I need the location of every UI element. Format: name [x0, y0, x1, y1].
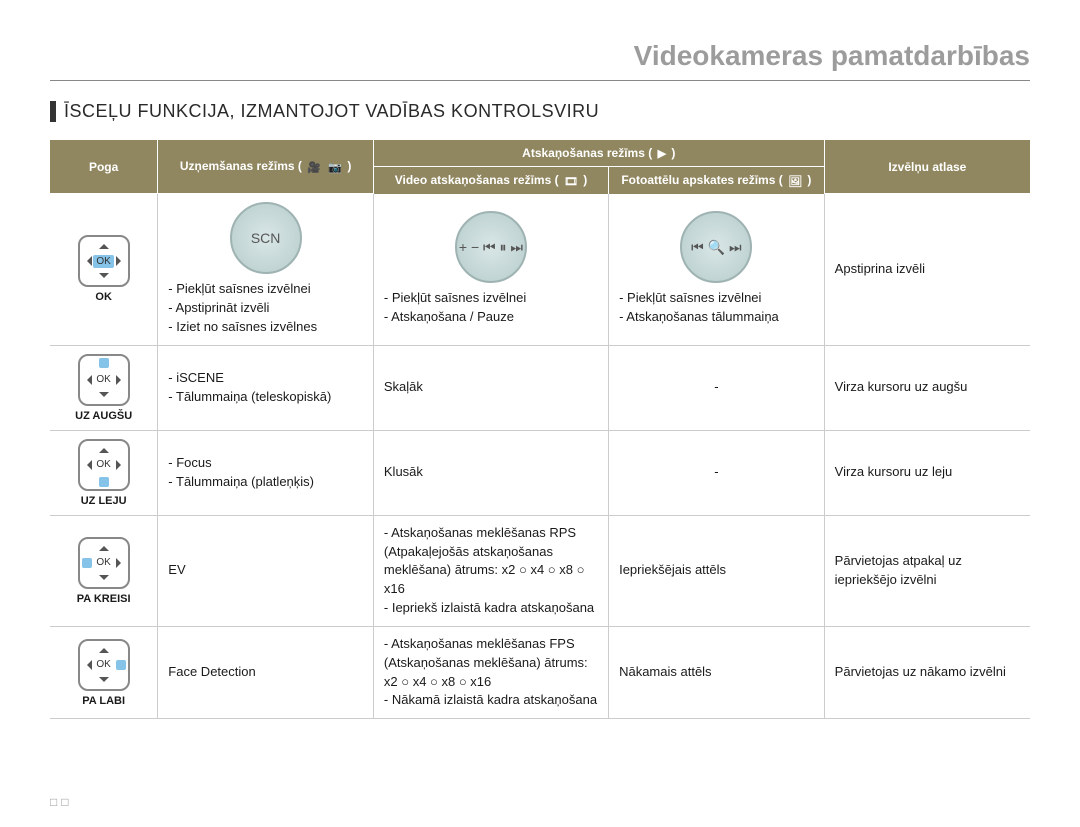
th-play-mode: Atskaņošanas režīms ( ▶ )	[373, 140, 824, 167]
menu-select-cell: Apstiprina izvēli	[824, 194, 1030, 346]
photo-view-cell: -	[609, 430, 825, 515]
shortcut-function-table: Poga Uzņemšanas režīms ( 🎥 📷 ) Atskaņoša…	[50, 140, 1030, 719]
photo-view-cell: -	[609, 345, 825, 430]
dpad-icon: OK	[78, 537, 130, 589]
record-mode-cell: SCN- Piekļūt saīsnes izvēlnei- Apstiprin…	[158, 194, 374, 346]
table-row: OK UZ LEJU - Focus- Tālummaiņa (platleņķis…	[50, 430, 1030, 515]
th-record-mode: Uzņemšanas režīms ( 🎥 📷 )	[158, 140, 374, 194]
table-row: OK UZ AUGŠU - iSCENE- Tālummaiņa (teleskop…	[50, 345, 1030, 430]
th-menu-select: Izvēlņu atlase	[824, 140, 1030, 194]
dpad-icon: OK	[78, 354, 130, 406]
video-play-cell: + − ⏮ ⏸ ⏭- Piekļūt saīsnes izvēlnei- Ats…	[373, 194, 608, 346]
video-film-icon: 🎞	[562, 175, 580, 188]
photo-view-cell: Iepriekšējais attēls	[609, 515, 825, 626]
dpad-icon: OK	[78, 639, 130, 691]
photo-view-cell: ⏮ 🔍 ⏭- Piekļūt saīsnes izvēlnei- Atskaņo…	[609, 194, 825, 346]
menu-select-cell: Pārvietojas uz nākamo izvēlni	[824, 626, 1030, 718]
mode-dial-icon: + − ⏮ ⏸ ⏭	[455, 211, 527, 283]
photo-view-cell: Nākamais attēls	[609, 626, 825, 718]
play-icon: ▶	[656, 147, 668, 160]
record-mode-cell: Face Detection	[158, 626, 374, 718]
mode-dial-icon: ⏮ 🔍 ⏭	[680, 211, 752, 283]
dpad-label: OK	[54, 291, 153, 303]
record-mode-cell: - Focus- Tālummaiņa (platleņķis)	[158, 430, 374, 515]
table-row: OK OK SCN- Piekļūt saīsnes izvēlnei- Apsti…	[50, 194, 1030, 346]
photo-frame-icon: 🖼	[786, 175, 804, 188]
button-cell: OK OK	[50, 194, 158, 346]
mode-dial-icon: SCN	[230, 202, 302, 274]
th-poga: Poga	[50, 140, 158, 194]
record-mode-cell: - iSCENE- Tālummaiņa (teleskopiskā)	[158, 345, 374, 430]
video-play-cell: Klusāk	[373, 430, 608, 515]
video-play-cell: Skaļāk	[373, 345, 608, 430]
th-photo-view-mode: Fotoattēlu apskates režīms ( 🖼 )	[609, 167, 825, 194]
dpad-icon: OK	[78, 439, 130, 491]
menu-select-cell: Virza kursoru uz leju	[824, 430, 1030, 515]
video-play-cell: - Atskaņošanas meklēšanas RPS (Atpakaļej…	[373, 515, 608, 626]
page-number: □□	[50, 795, 73, 809]
video-play-cell: - Atskaņošanas meklēšanas FPS (Atskaņoša…	[373, 626, 608, 718]
dpad-label: PA KREISI	[54, 593, 153, 605]
button-cell: OK PA LABI	[50, 626, 158, 718]
dpad-label: UZ LEJU	[54, 495, 153, 507]
record-mode-cell: EV	[158, 515, 374, 626]
camcorder-icon: 🎥	[305, 161, 323, 174]
camera-icon: 📷	[326, 161, 344, 174]
menu-select-cell: Virza kursoru uz augšu	[824, 345, 1030, 430]
table-row: OK PA LABI Face Detection- Atskaņošanas me…	[50, 626, 1030, 718]
menu-select-cell: Pārvietojas atpakaļ uz iepriekšējo izvēl…	[824, 515, 1030, 626]
table-row: OK PA KREISI EV- Atskaņošanas meklēšanas R…	[50, 515, 1030, 626]
page-title: Videokameras pamatdarbības	[50, 40, 1030, 81]
button-cell: OK UZ LEJU	[50, 430, 158, 515]
button-cell: OK UZ AUGŠU	[50, 345, 158, 430]
dpad-label: UZ AUGŠU	[54, 410, 153, 422]
dpad-icon: OK	[78, 235, 130, 287]
table-body: OK OK SCN- Piekļūt saīsnes izvēlnei- Apsti…	[50, 194, 1030, 719]
th-video-play-mode: Video atskaņošanas režīms ( 🎞 )	[373, 167, 608, 194]
button-cell: OK PA KREISI	[50, 515, 158, 626]
dpad-label: PA LABI	[54, 695, 153, 707]
section-title: ĪSCEĻU FUNKCIJA, IZMANTOJOT VADĪBAS KONT…	[50, 101, 1030, 122]
